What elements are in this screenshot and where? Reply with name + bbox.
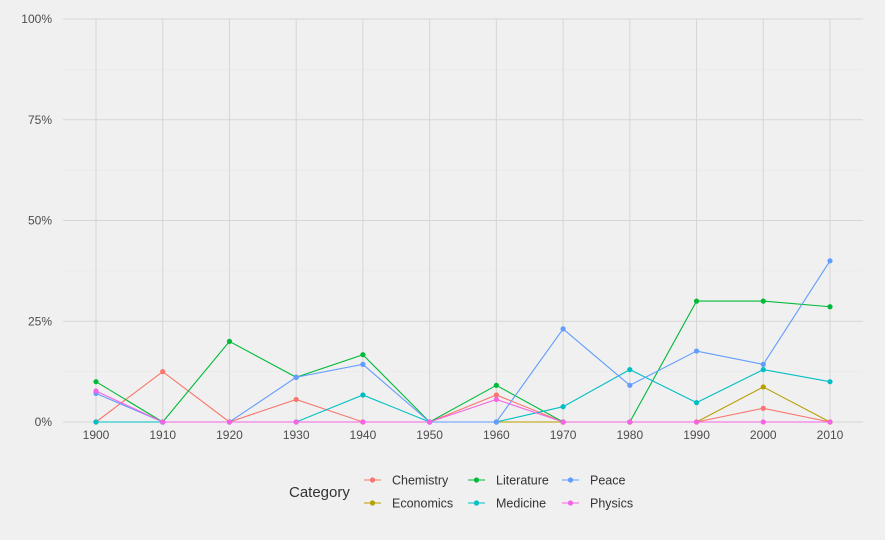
data-point	[360, 361, 366, 367]
data-point	[760, 419, 766, 425]
data-point	[760, 384, 766, 390]
data-point	[627, 367, 633, 373]
legend: Category Chemistry Economics Literature Med…	[289, 474, 633, 511]
data-point	[427, 419, 433, 425]
x-tick-label: 1920	[216, 428, 243, 442]
x-tick-label: 1980	[616, 428, 643, 442]
data-point	[560, 404, 566, 410]
data-point	[226, 338, 233, 344]
data-point	[827, 304, 833, 310]
legend-key-point	[473, 477, 480, 483]
data-point	[493, 419, 499, 425]
legend-item-chemistry: Chemistry	[364, 474, 449, 488]
data-point	[827, 379, 833, 385]
data-point	[627, 419, 633, 425]
legend-key-point	[473, 500, 480, 506]
data-point	[360, 392, 366, 398]
data-point	[693, 348, 700, 354]
data-point	[627, 382, 633, 388]
x-axis: 1900 1910 1920 1930 1940 1950 1960 1970 1980 1990…	[83, 428, 844, 442]
x-tick-label: 2010	[817, 428, 844, 442]
data-point	[93, 379, 99, 385]
legend-label: Chemistry	[392, 474, 449, 488]
y-tick-label: 25%	[28, 314, 52, 328]
data-point	[226, 419, 233, 425]
series-layer	[93, 258, 833, 425]
series-physics	[93, 388, 833, 425]
data-point	[760, 361, 766, 367]
x-tick-label: 1990	[683, 428, 710, 442]
data-point	[160, 369, 166, 375]
legend-title: Category	[289, 484, 350, 501]
data-point	[93, 388, 99, 394]
y-tick-label: 50%	[28, 214, 52, 228]
legend-item-literature: Literature	[468, 474, 549, 488]
data-point	[827, 258, 833, 264]
legend-label: Literature	[496, 474, 549, 488]
data-point	[293, 419, 299, 425]
legend-item-physics: Physics	[562, 497, 633, 511]
data-point	[693, 419, 700, 425]
series-line	[95, 390, 830, 423]
data-point	[493, 392, 499, 398]
data-point	[360, 352, 366, 358]
legend-key-point	[567, 500, 574, 506]
x-tick-label: 1900	[83, 428, 110, 442]
y-axis: 0% 25% 50% 75% 100%	[21, 12, 52, 429]
data-point	[693, 298, 700, 304]
x-tick-label: 1960	[483, 428, 510, 442]
y-tick-label: 0%	[35, 415, 53, 429]
x-tick-label: 2000	[750, 428, 777, 442]
y-tick-label: 75%	[28, 113, 52, 127]
legend-key-point	[369, 500, 376, 506]
data-point	[360, 419, 366, 425]
x-tick-label: 1910	[149, 428, 176, 442]
data-point	[827, 419, 833, 425]
data-point	[693, 400, 700, 406]
legend-label: Peace	[590, 474, 625, 488]
legend-label: Economics	[392, 497, 453, 511]
x-tick-label: 1950	[416, 428, 443, 442]
y-tick-label: 100%	[21, 12, 52, 26]
x-tick-label: 1930	[283, 428, 310, 442]
legend-label: Physics	[590, 497, 633, 511]
data-point	[560, 326, 566, 332]
data-point	[760, 298, 766, 304]
data-point	[293, 396, 299, 403]
data-point	[760, 405, 766, 411]
data-point	[760, 367, 766, 373]
series-line	[95, 370, 831, 423]
data-point	[560, 419, 566, 425]
legend-label: Medicine	[496, 497, 546, 511]
x-tick-label: 1970	[550, 428, 577, 442]
data-point	[493, 382, 499, 388]
data-point	[293, 374, 299, 380]
legend-item-peace: Peace	[562, 474, 625, 488]
data-point	[93, 419, 99, 425]
legend-item-medicine: Medicine	[468, 497, 546, 511]
legend-key-point	[369, 477, 376, 483]
data-point	[160, 419, 166, 425]
legend-key-point	[567, 477, 574, 483]
x-tick-label: 1940	[350, 428, 377, 442]
series-line	[95, 300, 831, 423]
data-point	[493, 396, 499, 403]
legend-item-economics: Economics	[364, 497, 453, 511]
